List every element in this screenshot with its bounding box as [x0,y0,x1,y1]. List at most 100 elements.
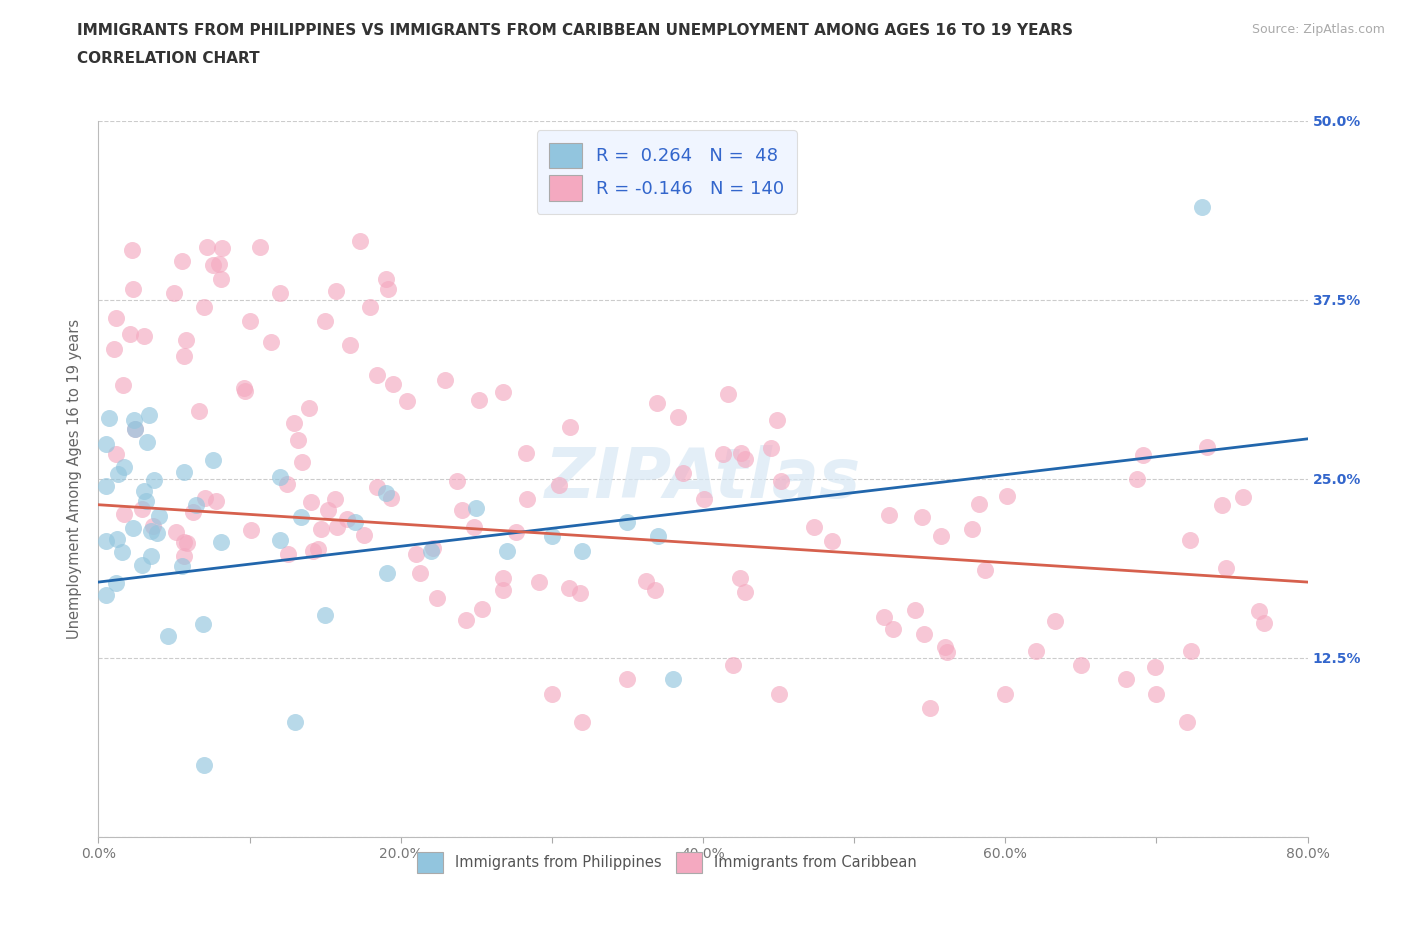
Point [434,373,457,388]
Point [316,502,339,517]
Point [170,254,193,269]
Point [232,380,254,395]
Point [1144,686,1167,701]
Point [139,524,162,538]
Point [314,608,336,623]
Point [142,519,165,534]
Point [1253,616,1275,631]
Point [120,327,142,342]
Point [540,529,562,544]
Point [122,281,145,296]
Point [105,531,128,546]
Point [548,477,571,492]
Point [728,571,751,586]
Point [103,341,125,356]
Point [1024,644,1046,658]
Point [1180,644,1202,658]
Point [277,547,299,562]
Point [353,527,375,542]
Point [163,286,186,300]
Point [645,395,668,410]
Point [463,519,485,534]
Point [240,523,263,538]
Point [269,286,291,300]
Point [527,575,550,590]
Point [121,242,143,257]
Point [558,580,581,595]
Legend: Immigrants from Philippines, Immigrants from Caribbean: Immigrants from Philippines, Immigrants … [409,844,924,880]
Point [194,490,217,505]
Point [672,465,695,480]
Point [446,473,468,488]
Point [283,416,305,431]
Point [184,498,207,512]
Text: Source: ZipAtlas.com: Source: ZipAtlas.com [1251,23,1385,36]
Point [135,493,157,508]
Point [734,585,756,600]
Point [647,529,669,544]
Point [730,445,752,460]
Point [336,512,359,526]
Point [505,525,527,539]
Point [325,491,347,506]
Point [173,349,195,364]
Point [165,525,187,539]
Point [408,565,430,580]
Point [211,241,233,256]
Point [405,546,427,561]
Point [326,520,349,535]
Point [1070,658,1092,672]
Point [124,421,146,436]
Point [1191,199,1213,214]
Point [174,332,197,347]
Point [205,494,228,509]
Point [260,335,283,350]
Point [104,575,127,590]
Point [1195,439,1218,454]
Point [314,314,336,329]
Point [360,299,382,314]
Point [195,240,218,255]
Point [374,485,396,500]
Point [112,459,135,474]
Point [1144,659,1167,674]
Point [173,464,195,479]
Point [969,497,991,512]
Point [616,672,638,687]
Point [716,387,738,402]
Text: ZIPAtlas: ZIPAtlas [546,445,860,512]
Point [193,617,215,631]
Point [181,505,204,520]
Point [693,492,716,507]
Point [269,470,291,485]
Point [344,514,367,529]
Point [1211,498,1233,513]
Point [131,502,153,517]
Point [111,378,134,392]
Point [995,488,1018,503]
Point [211,535,233,550]
Point [616,514,638,529]
Point [929,528,952,543]
Point [291,455,314,470]
Point [290,510,312,525]
Point [1115,672,1137,687]
Point [882,621,904,636]
Point [233,384,256,399]
Point [515,445,537,460]
Point [571,715,593,730]
Point [107,467,129,482]
Point [299,495,322,510]
Point [1215,560,1237,575]
Point [284,715,307,730]
Point [571,543,593,558]
Point [202,258,225,272]
Point [349,233,371,248]
Point [380,490,402,505]
Point [339,338,361,352]
Point [112,506,135,521]
Point [904,603,927,618]
Point [309,522,332,537]
Point [467,392,489,407]
Point [644,582,666,597]
